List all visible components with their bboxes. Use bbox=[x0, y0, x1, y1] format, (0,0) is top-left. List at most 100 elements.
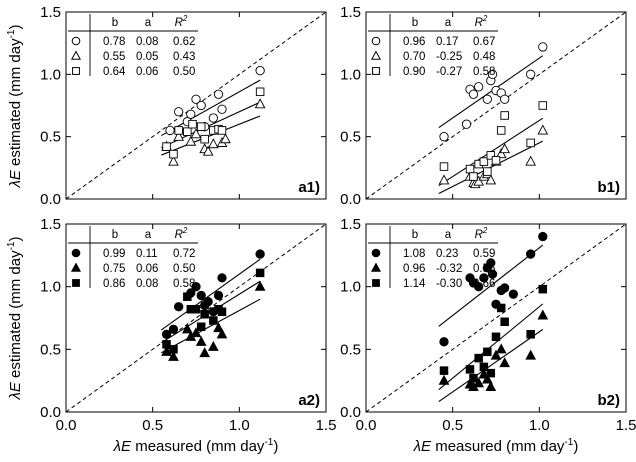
fit-line-triangle bbox=[161, 298, 261, 354]
point-circle bbox=[213, 89, 224, 99]
x-axis-title-left: λE measured (mm day-1) bbox=[113, 437, 279, 455]
point-square bbox=[483, 347, 492, 357]
point-circle bbox=[174, 302, 184, 312]
point-triangle bbox=[181, 323, 193, 334]
point-triangle bbox=[499, 143, 511, 154]
point-square bbox=[486, 368, 496, 378]
table-cell: -0.32 bbox=[436, 263, 462, 275]
table-cell: 0.67 bbox=[473, 36, 495, 48]
y-tick-label: 0.5 bbox=[340, 341, 361, 358]
table-cell: 0.55 bbox=[473, 263, 495, 275]
y-tick-label: 1.5 bbox=[40, 4, 61, 21]
point-circle bbox=[174, 107, 184, 117]
point-square bbox=[162, 142, 171, 151]
point-square bbox=[200, 134, 209, 144]
table-marker-square bbox=[372, 279, 380, 287]
point-circle bbox=[474, 282, 484, 292]
table-header-b: b bbox=[412, 229, 418, 241]
table-header-b: b bbox=[112, 17, 118, 29]
point-triangle bbox=[438, 174, 450, 185]
table-header-r2: R2 bbox=[175, 14, 188, 29]
table-cell: 0.96 bbox=[403, 36, 425, 48]
point-circle bbox=[217, 273, 227, 283]
x-tick-label: 1.0 bbox=[529, 417, 550, 434]
x-tick-label: 1.0 bbox=[229, 417, 250, 434]
point-triangle bbox=[537, 124, 549, 135]
table-cell: 0.62 bbox=[173, 36, 195, 48]
table-cell: 0.17 bbox=[436, 36, 458, 48]
table-cell: 0.64 bbox=[103, 66, 126, 78]
panel-a2: 0.00.0 0.5 0.5 1.0 1.0 1.5 1.5 b a R2 0.99 0.11 0.72… bbox=[40, 216, 336, 434]
y-tick-label: 0.5 bbox=[40, 129, 61, 146]
x-tick-label: 0.0 bbox=[56, 417, 77, 434]
fit-line-circle bbox=[438, 55, 544, 128]
panel-label: a1) bbox=[298, 179, 320, 196]
point-square bbox=[538, 284, 548, 294]
panel-b2: 0.00.0 0.5 0.5 1.0 1.0 1.5 1.5 b a R2 1.08 0.23 0.59… bbox=[340, 216, 636, 434]
table-header-a: a bbox=[145, 17, 152, 29]
point-square bbox=[469, 373, 478, 383]
table-cell: 0.06 bbox=[136, 263, 158, 275]
plot-frame bbox=[365, 11, 627, 200]
table-marker-triangle bbox=[70, 50, 82, 60]
point-triangle bbox=[495, 148, 507, 159]
point-circle bbox=[487, 69, 498, 79]
point-square bbox=[217, 307, 227, 316]
point-triangle bbox=[537, 309, 549, 320]
y-axis-title-bottom: λE estimated (mm day-1) bbox=[6, 236, 24, 400]
point-triangle bbox=[525, 349, 537, 360]
point-triangle bbox=[495, 343, 507, 354]
table-cell: 1.14 bbox=[403, 278, 426, 290]
table-cell: 0.66 bbox=[473, 278, 495, 290]
table-header-r2: R2 bbox=[175, 226, 188, 241]
point-circle bbox=[526, 249, 536, 259]
point-square bbox=[483, 167, 492, 176]
table-cell: -0.27 bbox=[436, 66, 462, 78]
point-triangle bbox=[202, 145, 214, 156]
point-square bbox=[526, 138, 535, 148]
x-tick-label: 0.5 bbox=[442, 417, 463, 434]
point-circle bbox=[487, 269, 498, 279]
point-square bbox=[188, 119, 197, 129]
point-circle bbox=[500, 283, 510, 293]
panel-b1: 0.0 0.5 1.0 1.5 b a R2 0.96 0.17 0.67 0.70 -0.25 0.4… bbox=[340, 4, 627, 208]
point-triangle bbox=[490, 349, 502, 360]
point-square bbox=[169, 149, 178, 159]
table-marker-circle bbox=[71, 36, 81, 46]
point-square bbox=[174, 126, 183, 135]
point-circle bbox=[486, 258, 496, 268]
point-square bbox=[183, 127, 192, 136]
point-triangle bbox=[473, 377, 485, 388]
point-square bbox=[196, 122, 206, 131]
table-cell: -0.30 bbox=[436, 278, 462, 290]
table-header-b: b bbox=[112, 229, 118, 241]
y-tick-label: 0.5 bbox=[40, 341, 61, 358]
point-square bbox=[255, 268, 265, 278]
point-circle bbox=[186, 109, 196, 119]
point-triangle bbox=[485, 380, 497, 391]
point-circle bbox=[196, 100, 206, 111]
y-tick-label: 0.0 bbox=[340, 191, 361, 208]
fit-line-triangle bbox=[161, 115, 261, 156]
point-square bbox=[474, 353, 483, 363]
point-square bbox=[526, 330, 535, 339]
point-square bbox=[491, 156, 501, 165]
point-triangle bbox=[195, 335, 207, 346]
point-square bbox=[162, 340, 171, 349]
table-cell: 0.90 bbox=[403, 66, 425, 78]
fit-line-triangle bbox=[438, 328, 544, 403]
point-circle bbox=[165, 125, 175, 136]
point-square bbox=[209, 316, 218, 325]
point-triangle bbox=[216, 328, 228, 339]
table-cell: 0.96 bbox=[403, 263, 425, 275]
table-header-a: a bbox=[445, 229, 452, 241]
table-cell: 0.23 bbox=[436, 248, 458, 260]
fit-line-circle bbox=[161, 258, 261, 331]
table-cell: 0.70 bbox=[403, 51, 425, 63]
table-cell: 0.86 bbox=[103, 278, 125, 290]
y-tick-label: 0.0 bbox=[40, 404, 61, 421]
one-to-one-line bbox=[365, 223, 627, 413]
point-circle bbox=[482, 94, 492, 104]
table-cell: 1.08 bbox=[403, 248, 425, 260]
